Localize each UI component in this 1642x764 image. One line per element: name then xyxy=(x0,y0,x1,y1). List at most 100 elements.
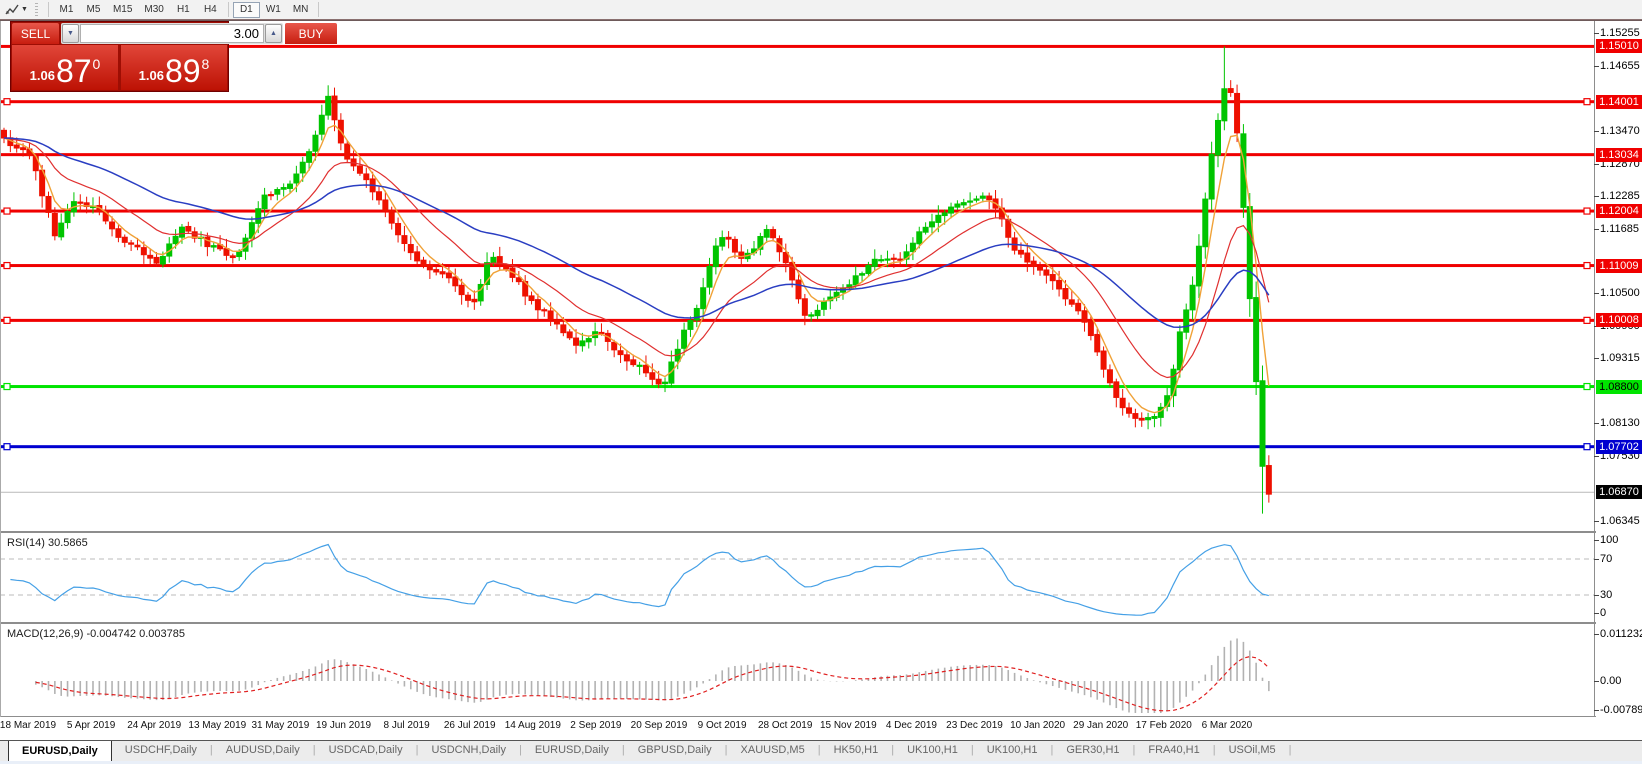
timeframe-toolbar: ▼ M1 M5 M15 M30 H1 H4 D1 W1 MN xyxy=(0,0,1642,20)
tab-separator: | xyxy=(312,744,316,756)
date-axis-label: 9 Oct 2019 xyxy=(697,720,747,731)
date-axis-label: 15 Nov 2019 xyxy=(819,720,877,731)
macd-indicator-panel: MACD(12,26,9) -0.004742 0.003785 xyxy=(0,624,1642,716)
tab-separator: | xyxy=(724,744,728,756)
chart-tab-usdchf-daily[interactable]: USDCHF,Daily xyxy=(124,744,197,756)
price-axis-badge: 1.14001 xyxy=(1596,94,1642,109)
chart-tab-hk50-h1[interactable]: HK50,H1 xyxy=(833,744,879,756)
price-axis-badge: 1.07702 xyxy=(1596,439,1642,454)
sell-quote-box[interactable]: 1.06 87 0 xyxy=(12,45,118,90)
lot-decrease-button[interactable]: ▼ xyxy=(62,24,79,43)
date-axis-label: 19 Jun 2019 xyxy=(315,720,372,731)
timeframe-button-m5[interactable]: M5 xyxy=(86,4,101,15)
tab-separator: | xyxy=(1050,744,1054,756)
price-axis-label: 0.00 xyxy=(1600,675,1622,687)
tab-separator: | xyxy=(519,744,522,756)
axis-tick xyxy=(1594,595,1599,596)
timeframe-button-m15[interactable]: M15 xyxy=(112,4,133,15)
date-axis-label: 2 Sep 2019 xyxy=(570,720,622,731)
axis-tick xyxy=(1594,456,1599,458)
chart-tab-fra40-h1[interactable]: FRA40,H1 xyxy=(1148,744,1200,756)
price-axis-label: 30 xyxy=(1600,589,1613,601)
date-axis-label: 31 May 2019 xyxy=(251,720,310,731)
main-chart-panel: ▲ EURUSD,Daily 1.06994 1.07144 1.06519 1… xyxy=(0,21,1642,531)
toolbar-separator xyxy=(227,1,229,17)
price-axis-label: 1.13470 xyxy=(1600,124,1640,137)
tab-separator: | xyxy=(415,744,419,756)
panel-separator[interactable] xyxy=(0,531,1596,533)
chart-tab-gbpusd-daily[interactable]: GBPUSD,Daily xyxy=(637,744,712,756)
buy-button[interactable]: BUY xyxy=(285,23,337,44)
price-axis-badge: 1.11009 xyxy=(1596,258,1642,273)
sell-price-prefix: 1.06 xyxy=(29,68,55,83)
timeframe-buttons: M1 M5 M15 M30 H1 H4 D1 W1 MN xyxy=(53,1,323,18)
draw-pointer-icon[interactable] xyxy=(4,3,20,17)
rsi-indicator-panel: RSI(14) 30.5865 xyxy=(0,533,1642,622)
price-axis-label: 1.14655 xyxy=(1600,59,1640,72)
axis-tick xyxy=(1594,228,1599,230)
chart-tab-ger30-h1[interactable]: GER30,H1 xyxy=(1066,744,1120,756)
sell-price-pipette: 0 xyxy=(92,56,101,72)
date-axis-label: 17 Feb 2020 xyxy=(1135,720,1192,731)
timeframe-button-w1[interactable]: W1 xyxy=(265,4,281,15)
price-axis-badge: 1.08800 xyxy=(1596,379,1642,394)
macd-label: MACD(12,26,9) -0.004742 0.003785 xyxy=(7,628,185,640)
price-axis-badge: 1.06870 xyxy=(1596,485,1642,500)
axis-tick xyxy=(1594,130,1599,132)
lot-size-input[interactable] xyxy=(80,24,264,43)
axis-tick xyxy=(1594,681,1599,682)
timeframe-button-m1[interactable]: M1 xyxy=(59,4,74,15)
date-axis-label: 29 Jan 2020 xyxy=(1073,720,1129,731)
axis-tick xyxy=(1594,33,1599,34)
price-axis-badge: 1.15010 xyxy=(1596,39,1642,54)
window-bottom-strip xyxy=(0,761,1642,764)
axis-tick xyxy=(1594,521,1599,522)
date-axis-label: 23 Dec 2019 xyxy=(946,720,1003,731)
price-axis-label: 1.12285 xyxy=(1600,189,1640,202)
price-axis-label: 100 xyxy=(1600,534,1619,546)
timeframe-button-h4[interactable]: H4 xyxy=(203,4,217,15)
date-axis-label: 10 Jan 2020 xyxy=(1010,720,1066,731)
timeframe-button-m30[interactable]: M30 xyxy=(144,4,164,15)
panel-separator[interactable] xyxy=(0,622,1596,624)
tab-separator: | xyxy=(1132,744,1136,756)
date-axis-label: 20 Sep 2019 xyxy=(630,720,688,731)
price-axis-border xyxy=(1594,21,1595,717)
timeframe-button-mn[interactable]: MN xyxy=(292,4,309,15)
candlestick-chart-canvas[interactable] xyxy=(0,21,1594,531)
timeframe-button-d1[interactable]: D1 xyxy=(232,1,260,18)
chart-tab-uk100-h1[interactable]: UK100,H1 xyxy=(986,744,1038,756)
chart-tab-uk100-h1[interactable]: UK100,H1 xyxy=(907,744,958,756)
axis-tick xyxy=(1594,634,1599,635)
sell-button[interactable]: SELL xyxy=(12,23,59,44)
chart-tab-usoil-m5[interactable]: USOil,M5 xyxy=(1228,744,1276,756)
toolbar-grip-handle[interactable] xyxy=(34,3,38,16)
tab-separator: | xyxy=(1288,744,1292,756)
price-axis-label: 0 xyxy=(1600,607,1607,619)
tab-separator: | xyxy=(209,744,213,756)
date-axis-label: 14 Aug 2019 xyxy=(504,720,561,731)
timeframe-button-h1[interactable]: H1 xyxy=(176,4,190,15)
chart-tab-bar: EURUSD,Daily USDCHF,Daily | AUDUSD,Daily | US… xyxy=(0,740,1642,764)
lot-increase-button[interactable]: ▲ xyxy=(265,24,282,43)
chart-left-border xyxy=(0,21,1,717)
tab-separator: | xyxy=(621,744,625,756)
price-axis-label: -0.007894 xyxy=(1600,704,1642,716)
axis-tick xyxy=(1594,559,1599,560)
chart-tab-audusd-daily[interactable]: AUDUSD,Daily xyxy=(225,744,300,756)
axis-tick xyxy=(1594,423,1599,425)
price-axis-badge: 1.10008 xyxy=(1596,313,1642,328)
pointer-dropdown-caret[interactable]: ▼ xyxy=(21,6,28,13)
chart-tab-usdcad-daily[interactable]: USDCAD,Daily xyxy=(328,744,403,756)
chart-tab-eurusd-daily[interactable]: EURUSD,Daily xyxy=(534,744,609,756)
price-axis-label: 1.10500 xyxy=(1600,287,1640,300)
price-axis-label: 1.15255 xyxy=(1600,27,1640,39)
one-click-trading-panel: SELL ▼ ▲ BUY 1.06 87 0 1.06 89 8 xyxy=(10,21,337,92)
date-axis-label: 6 Mar 2020 xyxy=(1201,720,1253,731)
tab-separator: | xyxy=(817,744,821,756)
chart-tab-eurusd-daily[interactable]: EURUSD,Daily xyxy=(8,741,112,762)
chart-tab-usdcnh-daily[interactable]: USDCNH,Daily xyxy=(431,744,506,756)
buy-quote-box[interactable]: 1.06 89 8 xyxy=(121,45,227,90)
chart-tab-xauusd-m5[interactable]: XAUUSD,M5 xyxy=(740,744,805,756)
